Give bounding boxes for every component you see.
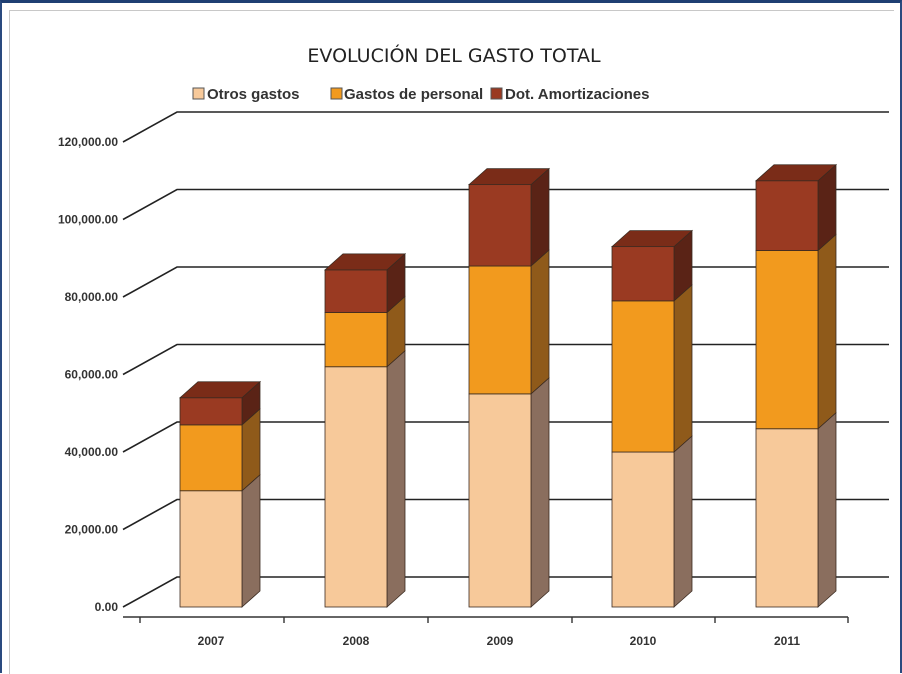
x-axis-ticks: 2007 2008 2009 2010 2011 (198, 634, 801, 648)
bar-otros-gastos-2010-side (673, 435, 693, 608)
y-tick-label: 20,000.00 (65, 523, 119, 537)
bar-stack-2007 (178, 380, 262, 608)
bar-gastos-de-personal-2011-side (817, 233, 837, 430)
bar-stack-2010 (610, 229, 694, 608)
bar-gastos-de-personal-2010-side (673, 283, 693, 453)
bar-gastos-de-personal-2011 (755, 250, 819, 430)
bar-dot-amortizaciones-2008-top (323, 253, 407, 271)
bar-gastos-de-personal-2008 (324, 312, 388, 368)
bar-otros-gastos-2010 (611, 451, 675, 608)
legend-label-gastos-de-personal: Gastos de personal (344, 86, 483, 103)
bar-stack-2011 (754, 163, 838, 608)
bar-dot-amortizaciones-2010-top (610, 230, 694, 248)
legend-label-otros-gastos: Otros gastos (207, 86, 300, 103)
bar-gastos-de-personal-2007 (179, 424, 243, 492)
x-tick-label: 2010 (630, 634, 657, 648)
bar-dot-amortizaciones-2008 (324, 269, 388, 313)
legend-swatch-gastos-de-personal (330, 87, 343, 100)
bar-dot-amortizaciones-2011 (755, 180, 819, 251)
legend-swatch-otros-gastos (192, 87, 205, 100)
y-axis-ticks: 0.00 20,000.00 40,000.00 60,000.00 80,000.00… (58, 135, 118, 614)
y-tick-label: 80,000.00 (65, 290, 119, 304)
gridline (122, 111, 889, 143)
y-tick-label: 100,000.00 (58, 213, 118, 227)
bar-dot-amortizaciones-2009 (468, 184, 532, 267)
legend-label-dot-amortizaciones: Dot. Amortizaciones (505, 86, 649, 103)
bar-gastos-de-personal-2009 (468, 265, 532, 395)
legend-swatch-dot-amortizaciones (490, 87, 503, 100)
bar-stack-2009 (467, 167, 551, 608)
bar-otros-gastos-2008 (324, 366, 388, 608)
bar-stack-2008 (323, 252, 407, 608)
x-tick-label: 2007 (198, 634, 225, 648)
bar-otros-gastos-2008-side (386, 349, 406, 608)
legend: Otros gastos Gastos de personal Dot. Amo… (192, 86, 649, 103)
y-tick-label: 120,000.00 (58, 135, 118, 149)
y-tick-label: 0.00 (95, 600, 119, 614)
bar-dot-amortizaciones-2007 (179, 397, 243, 426)
y-tick-label: 40,000.00 (65, 445, 119, 459)
gridline (122, 188, 889, 221)
bar-dot-amortizaciones-2011-top (754, 164, 838, 182)
bars (178, 163, 838, 608)
bar-dot-amortizaciones-2009-top (467, 168, 551, 186)
bar-gastos-de-personal-2010 (611, 300, 675, 453)
bar-otros-gastos-2009 (468, 393, 532, 608)
bar-otros-gastos-2009-side (530, 376, 550, 608)
bar-dot-amortizaciones-2007-top (178, 381, 262, 399)
y-tick-label: 60,000.00 (65, 368, 119, 382)
x-axis (123, 616, 849, 623)
bar-otros-gastos-2007-side (241, 473, 261, 608)
bar-otros-gastos-2011-side (817, 411, 837, 608)
bar-gastos-de-personal-2009-side (530, 249, 550, 395)
x-tick-label: 2011 (774, 634, 800, 648)
bar-otros-gastos-2007 (179, 490, 243, 608)
x-tick-label: 2008 (343, 634, 370, 648)
bar-dot-amortizaciones-2010 (611, 246, 675, 302)
x-tick-label: 2009 (487, 634, 514, 648)
bar-dot-amortizaciones-2009-side (530, 167, 550, 267)
bar-otros-gastos-2011 (755, 428, 819, 608)
chart-title: EVOLUCIÓN DEL GASTO TOTAL (307, 43, 601, 67)
chart-area-background (9, 10, 894, 674)
